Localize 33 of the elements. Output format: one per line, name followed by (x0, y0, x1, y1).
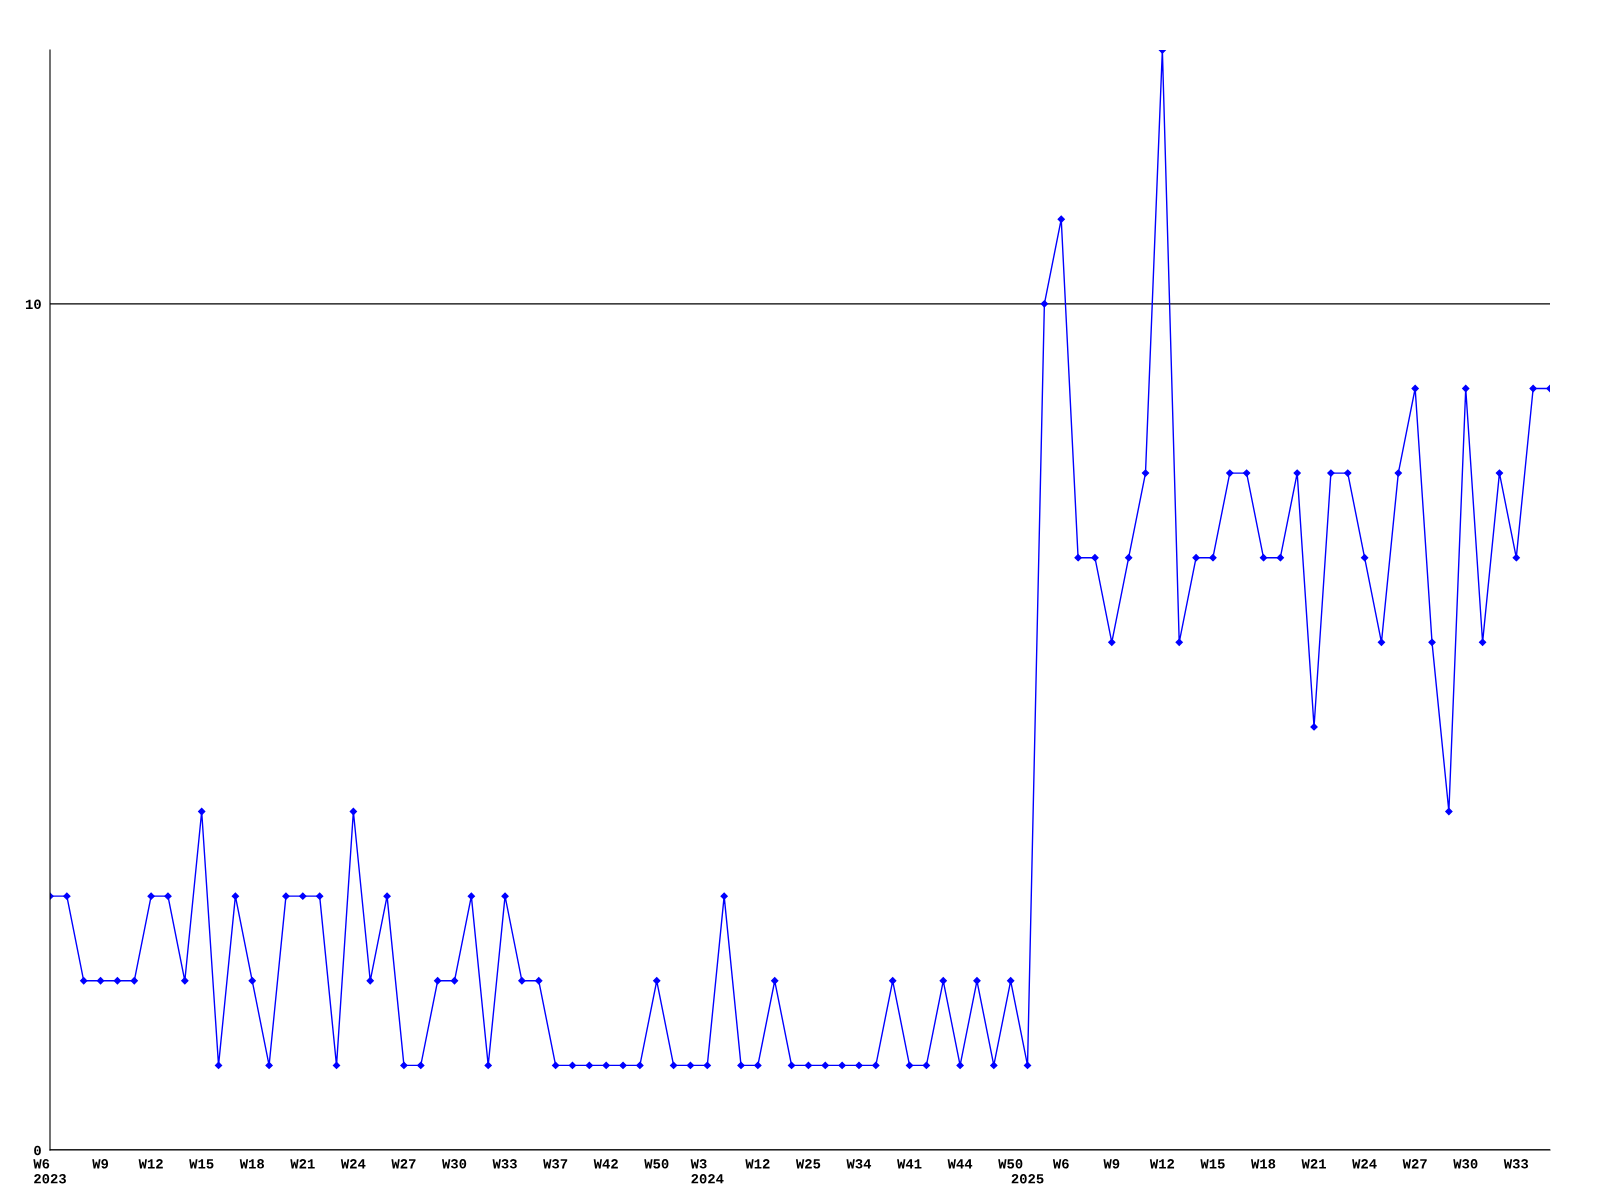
x-tick-label: W21 (1301, 1159, 1326, 1169)
y-tick-label: 10 (25, 299, 41, 310)
x-tick-label: W33 (492, 1159, 517, 1169)
x-tick-label: W15 (1200, 1159, 1225, 1169)
x-tick-label: W6 (1052, 1159, 1069, 1169)
x-tick-label: W30 (1453, 1159, 1478, 1169)
x-tick-label: W12 (745, 1159, 770, 1169)
x-tick-label: W9 (92, 1159, 109, 1169)
x-tick-label: W3 2024 (690, 1159, 724, 1184)
x-tick-label: W18 (1250, 1159, 1276, 1169)
x-tick-label: W24 (1352, 1159, 1377, 1169)
x-tick-label: W24 (340, 1159, 366, 1169)
x-tick-label: W12 (138, 1159, 163, 1169)
x-tick-label: W18 (239, 1159, 265, 1169)
x-tick-label: W30 (441, 1159, 467, 1169)
x-tick-label: W37 (543, 1159, 568, 1169)
x-tick-label: W44 (947, 1159, 973, 1169)
x-tick-label: W6 2023 (33, 1159, 66, 1184)
x-tick-label: W50 (998, 1159, 1023, 1169)
x-tick-label: W50 (644, 1159, 669, 1169)
x-tick-label: W34 (846, 1159, 872, 1169)
x-tick-label: W25 (795, 1159, 821, 1169)
x-tick-label: W12 (1149, 1159, 1175, 1169)
y-tick-label: 0 (34, 1145, 41, 1156)
x-tick-label: W15 (189, 1159, 214, 1169)
x-tick-label: W27 (1402, 1159, 1427, 1169)
x-tick-label: W33 (1503, 1159, 1529, 1169)
x-tick-label: W41 (897, 1159, 922, 1169)
x-tick-label: W9 (1103, 1159, 1120, 1169)
x-tick-label: W27 (391, 1159, 416, 1169)
x-tick-label: 2025 (1011, 1174, 1044, 1184)
x-tick-label: W42 (593, 1159, 618, 1169)
x-tick-label: W21 (290, 1159, 315, 1169)
